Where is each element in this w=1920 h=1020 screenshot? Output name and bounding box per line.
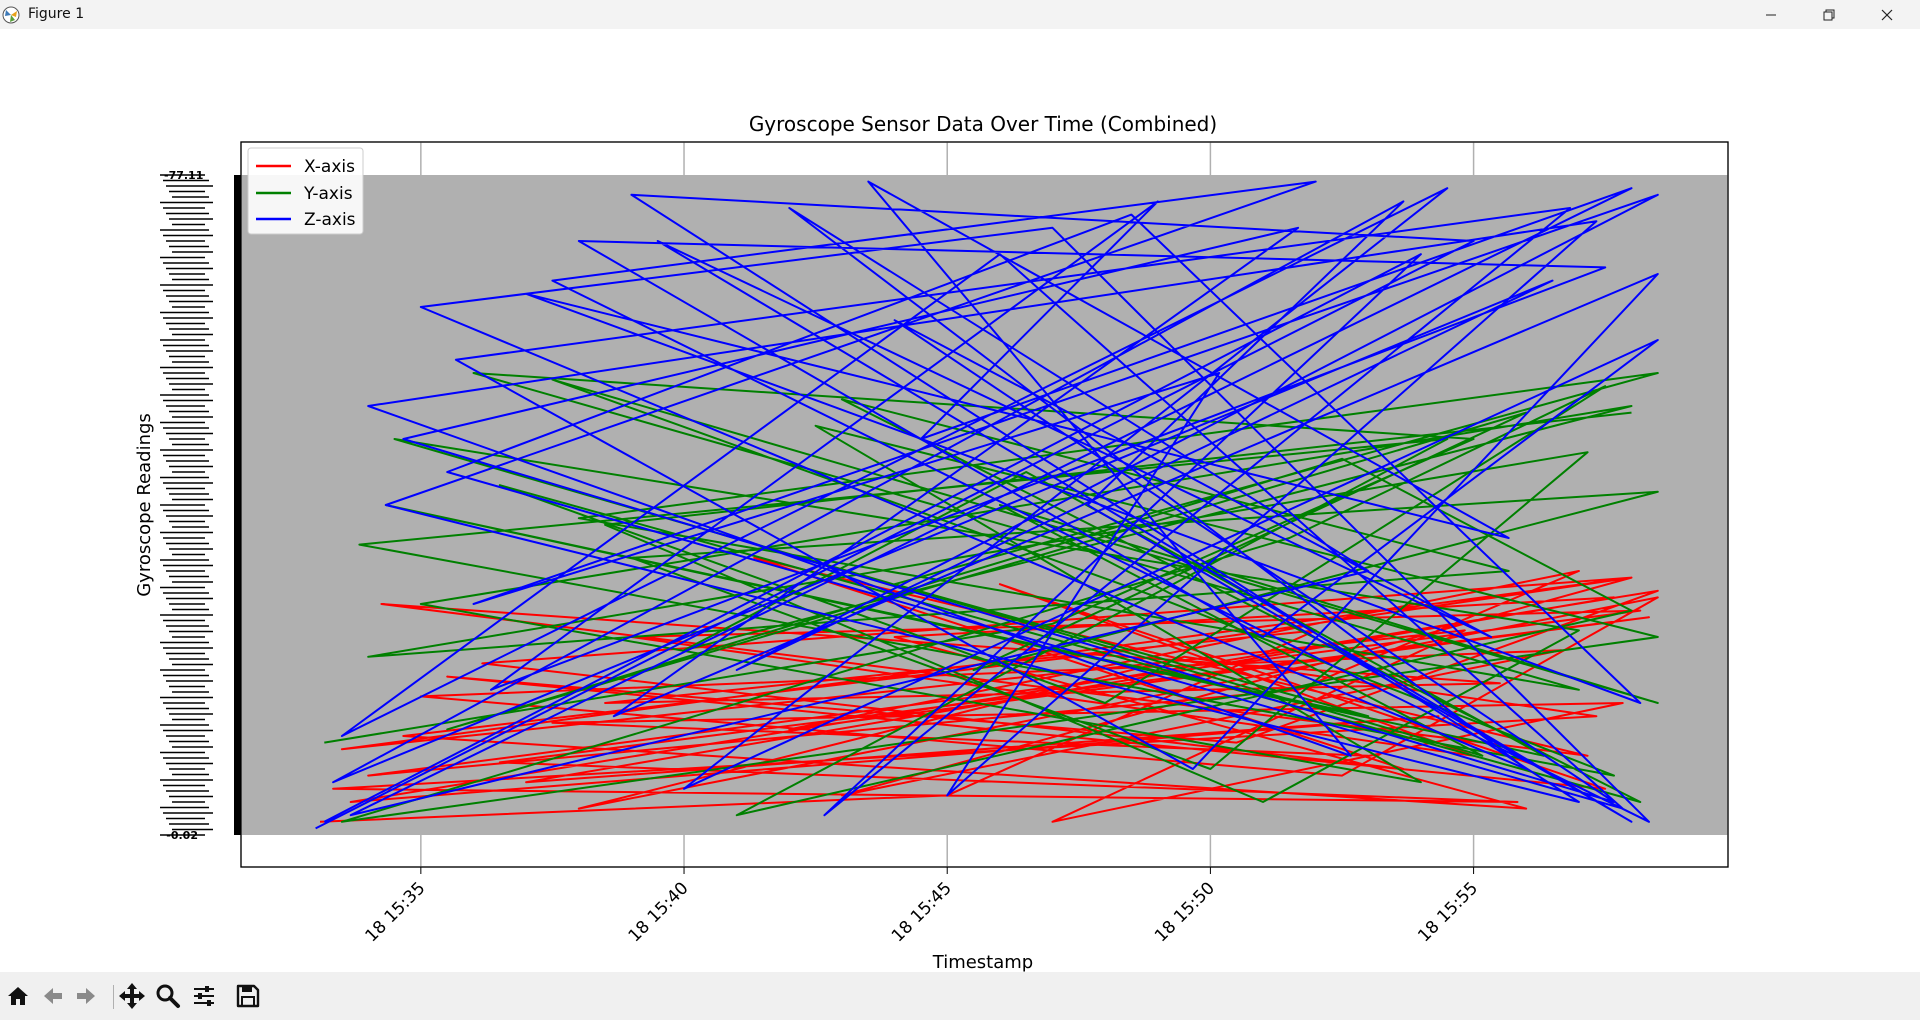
toolbar-separator [113,985,114,1009]
forward-arrow-icon [77,988,95,1004]
matplotlib-logo-icon [2,6,20,24]
minimize-button[interactable] [1743,0,1799,29]
x-axis-ticks: 18 15:35 18 15:40 18 15:45 18 15:50 18 15:55 [361,867,1482,946]
x-axis-label: Timestamp [932,952,1033,972]
y-tick-label-top: -77.11 [164,169,203,182]
home-button[interactable] [2,980,34,1012]
window-title: Figure 1 [28,6,85,22]
x-tick-label-1: 18 15:40 [625,878,693,946]
pan-icon [119,983,145,1009]
forward-button[interactable] [70,980,102,1012]
x-tick-label-3: 18 15:50 [1151,878,1219,946]
chart: Gyroscope Sensor Data Over Time (Combine… [134,112,1729,973]
series-line-z-axis [315,180,1659,830]
close-button[interactable] [1859,0,1915,29]
home-icon [8,987,28,1005]
figure-canvas[interactable]: Gyroscope Sensor Data Over Time (Combine… [0,29,1920,973]
zoom-button[interactable] [152,980,184,1012]
zoom-icon [156,984,180,1008]
x-tick-label-4: 18 15:55 [1414,878,1482,946]
legend-box [247,147,364,235]
legend-label-x-axis: X-axis [304,157,355,177]
restore-icon [1823,9,1835,20]
legend: X-axis Y-axis Z-axis [247,147,364,235]
pan-button[interactable] [116,980,148,1012]
y-tick-mark-band [234,175,241,835]
series-layer [315,180,1659,830]
window-titlebar: Figure 1 [0,0,1920,29]
configure-subplots-button[interactable] [188,980,220,1012]
close-icon [1881,9,1893,20]
navigation-toolbar [0,972,1920,1020]
chart-title: Gyroscope Sensor Data Over Time (Combine… [749,112,1217,136]
restore-button[interactable] [1801,0,1857,29]
save-icon [236,984,260,1008]
save-button[interactable] [232,980,264,1012]
y-tick-marks [160,174,241,836]
minimize-icon [1766,14,1776,15]
back-arrow-icon [44,988,62,1004]
x-tick-label-2: 18 15:45 [888,878,956,946]
legend-label-y-axis: Y-axis [303,184,353,204]
y-axis-label: Gyroscope Readings [134,413,155,597]
x-tick-label-0: 18 15:35 [361,878,429,946]
back-button[interactable] [37,980,69,1012]
y-tick-label-bottom: -0.02 [166,829,198,842]
legend-label-z-axis: Z-axis [304,210,356,230]
configure-subplots-icon [194,986,214,1006]
